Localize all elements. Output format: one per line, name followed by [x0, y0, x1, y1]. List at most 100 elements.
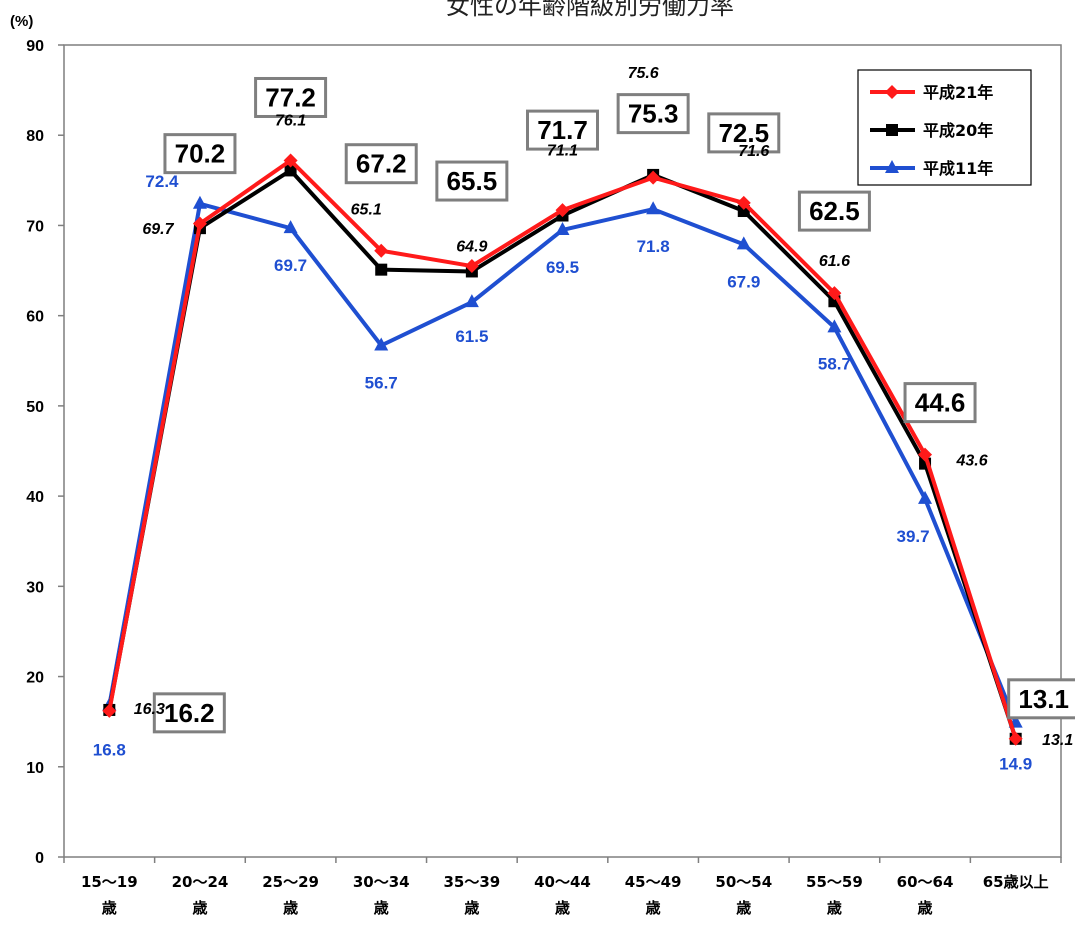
- x-tick-label-unit: 歳: [918, 899, 933, 917]
- y-tick-label: 60: [26, 309, 44, 326]
- data-label-heisei11: 39.7: [896, 527, 929, 546]
- label-box: [797, 190, 871, 232]
- series-line: [107, 201, 1018, 724]
- y-tick-label: 90: [26, 38, 44, 55]
- label-box: [344, 143, 418, 185]
- data-label-heisei11: 71.8: [637, 237, 670, 256]
- data-point: [283, 220, 298, 234]
- data-label-heisei11: 69.7: [274, 256, 307, 275]
- data-label-heisei11: 69.5: [546, 258, 579, 277]
- y-tick-label: 10: [26, 760, 44, 777]
- label-text: 72.5: [718, 118, 769, 148]
- y-tick-label: 30: [26, 579, 44, 596]
- x-tick-label-unit: 歳: [192, 899, 207, 917]
- chart-title: 女性の年齢階級別労働力率: [446, 0, 734, 20]
- data-label-heisei11: 56.7: [365, 373, 398, 392]
- series-2: [103, 164, 1022, 745]
- label-box: [526, 109, 599, 151]
- data-point: [886, 124, 898, 136]
- label-box: [254, 76, 328, 118]
- data-point: [827, 286, 842, 301]
- x-tick-label-unit: 歳: [646, 899, 661, 917]
- data-point: [283, 153, 298, 168]
- label-text: 70.2: [175, 139, 226, 169]
- data-point: [192, 216, 207, 231]
- x-tick-label: 40～44: [534, 873, 591, 891]
- data-label-heisei11: 14.9: [999, 755, 1032, 774]
- data-label-heisei20: 43.6: [955, 453, 987, 470]
- label-box: [435, 160, 509, 202]
- y-tick-label: 80: [26, 128, 44, 145]
- data-point: [736, 236, 751, 250]
- data-label-heisei20: 76.1: [275, 112, 306, 129]
- data-label-heisei20: 71.6: [738, 143, 769, 160]
- plot-area: [63, 44, 1062, 858]
- data-point: [555, 221, 570, 235]
- data-label-heisei21: 72.5: [707, 112, 781, 154]
- y-tick-label: 50: [26, 399, 44, 416]
- x-axis: 15～19 歳 20～24 歳 25～29 歳 30～34 歳 35～39 歳 40～44 歳 45～4…: [63, 857, 1062, 917]
- data-label-heisei21: 71.7: [526, 109, 599, 151]
- data-label-heisei11: 72.4: [145, 172, 179, 191]
- label-text: 67.2: [356, 149, 407, 179]
- data-label-heisei21: 62.5: [797, 190, 871, 232]
- data-label-heisei21: 67.2: [344, 143, 418, 185]
- label-text: 77.2: [265, 82, 316, 112]
- data-label-heisei11: 16.8: [93, 740, 126, 759]
- y-axis-unit: (%): [10, 13, 33, 30]
- data-point: [646, 170, 661, 185]
- data-point: [885, 160, 899, 173]
- x-tick-label-unit: 歳: [102, 899, 117, 917]
- label-text: 62.5: [809, 196, 860, 226]
- data-point: [374, 243, 389, 258]
- data-label-heisei11: 58.7: [818, 354, 851, 373]
- x-tick-label-unit: 歳: [374, 899, 389, 917]
- x-tick-label-unit: 歳: [736, 899, 751, 917]
- x-tick-label-unit: 歳: [464, 899, 479, 917]
- label-text: 13.1: [1018, 684, 1069, 714]
- y-axis: 0 10 20 30 40 50 60 70 80 90: [26, 38, 64, 867]
- label-text: 71.7: [537, 115, 588, 145]
- data-label-heisei21: 44.6: [903, 382, 977, 424]
- x-tick-label-unit: 歳: [555, 899, 570, 917]
- label-box: [903, 382, 977, 424]
- data-point: [192, 195, 207, 209]
- data-point: [918, 447, 933, 462]
- data-point: [102, 703, 117, 718]
- data-point: [827, 319, 842, 333]
- label-box: [1007, 678, 1075, 720]
- data-label-heisei20: 75.6: [628, 65, 659, 82]
- label-box: [163, 133, 237, 175]
- data-point: [375, 263, 388, 276]
- legend-item: 平成20年: [870, 121, 993, 140]
- y-tick-label: 20: [26, 670, 44, 687]
- series-1: [102, 153, 1023, 746]
- x-tick-label: 55～59: [806, 873, 863, 891]
- data-label-heisei21: 75.3: [616, 93, 690, 135]
- data-label-heisei21: 16.2: [152, 692, 226, 734]
- x-tick-label: 15～19: [81, 873, 138, 891]
- series-line: [107, 158, 1018, 740]
- label-box: [616, 93, 690, 135]
- data-label-heisei20: 13.1: [1042, 732, 1073, 749]
- data-point: [918, 490, 933, 504]
- y-tick-label: 70: [26, 218, 44, 235]
- x-tick-label-unit: 歳: [283, 899, 298, 917]
- data-label-heisei20: 64.9: [456, 238, 487, 255]
- data-label-heisei11: 67.9: [727, 272, 760, 291]
- data-label-heisei20: 69.7: [142, 221, 174, 238]
- legend-item: 平成21年: [870, 83, 993, 102]
- series-line: [107, 168, 1018, 740]
- data-label-heisei11: 61.5: [455, 327, 488, 346]
- label-box: [707, 112, 781, 154]
- data-point: [464, 294, 479, 308]
- data-label-heisei21: 77.2: [254, 76, 328, 118]
- data-point: [646, 201, 661, 215]
- data-point: [1008, 731, 1023, 746]
- x-tick-label: 20～24: [172, 873, 229, 891]
- label-box: [152, 692, 226, 734]
- data-point: [464, 259, 479, 274]
- x-tick-label: 30～34: [353, 873, 410, 891]
